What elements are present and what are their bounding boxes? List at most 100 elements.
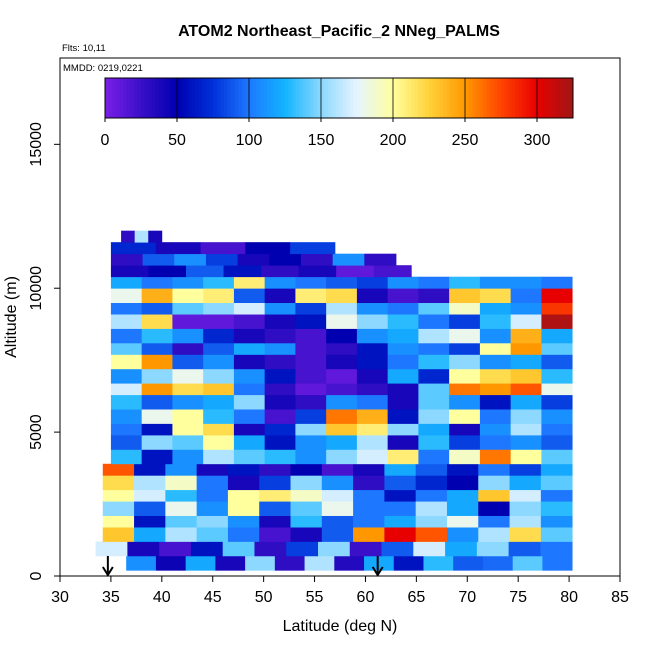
colorbar-swatch — [443, 78, 448, 118]
heatmap-cell — [373, 265, 412, 278]
colorbar-swatch — [213, 78, 217, 118]
heatmap-cell — [508, 541, 541, 557]
colorbar-swatch — [429, 78, 433, 118]
y-tick-label: 0 — [28, 571, 45, 580]
heatmap-cell — [141, 434, 173, 450]
colorbar-swatch — [324, 78, 329, 118]
heatmap-cell — [541, 288, 573, 304]
colorbar-swatch — [277, 78, 282, 118]
colorbar-swatch — [256, 78, 261, 118]
colorbar-swatch — [306, 78, 311, 118]
heatmap-cell — [510, 354, 542, 370]
heatmap-cell — [110, 394, 143, 410]
heatmap-cell — [509, 515, 542, 528]
heatmap-cell — [541, 449, 573, 465]
colorbar-swatch — [515, 78, 520, 118]
x-tick-label: 45 — [204, 589, 222, 606]
heatmap-cell — [141, 288, 173, 304]
heatmap-cell — [295, 276, 327, 289]
colorbar-swatch — [357, 78, 361, 118]
colorbar-swatch — [274, 78, 279, 118]
heatmap-cell — [203, 423, 235, 436]
colorbar-ticks: 0 50 100 150 200 250 300 — [101, 78, 550, 149]
chart-title: ATOM2 Northeast_Pacific_2 NNeg_PALMS — [178, 23, 500, 40]
colorbar-swatch — [130, 78, 135, 118]
colorbar-swatch — [508, 78, 513, 118]
heatmap-cell — [141, 368, 173, 384]
heatmap-cell — [540, 463, 573, 476]
heatmap-cell — [381, 541, 414, 557]
heatmap-cell — [141, 423, 173, 436]
heatmap-cell — [326, 394, 358, 410]
heatmap-cell — [203, 328, 235, 344]
heatmap-cell — [449, 434, 481, 450]
heatmap-cell — [509, 501, 542, 516]
x-axis: 30 35 40 45 50 55 60 65 70 75 80 85 — [51, 576, 629, 606]
heatmap-cell — [540, 527, 573, 542]
heatmap-cell — [290, 489, 323, 502]
heatmap-cell — [203, 368, 235, 384]
heatmap-cell — [134, 515, 166, 528]
heatmap-cell — [541, 302, 573, 315]
colorbar-swatch — [569, 78, 574, 118]
heatmap-cell — [196, 501, 229, 516]
heatmap-cell — [141, 409, 173, 424]
colorbar-swatch — [519, 78, 523, 118]
heatmap-cell — [264, 288, 296, 304]
heatmap-cell — [155, 555, 187, 571]
heatmap-cell — [540, 515, 573, 528]
heatmap-cell — [479, 288, 512, 304]
heatmap-cell — [159, 541, 192, 557]
heatmap-cell — [203, 276, 235, 289]
heatmap-cell — [353, 501, 385, 516]
heatmap-cell — [227, 527, 260, 542]
heatmap-cell — [264, 342, 296, 355]
heatmap-cell — [326, 449, 358, 465]
heatmap-cell — [479, 394, 512, 410]
heatmap-cell — [304, 555, 335, 571]
heatmap-cell — [141, 342, 173, 355]
heatmap-cell — [482, 555, 514, 571]
heatmap-cell — [264, 314, 296, 329]
colorbar-swatch — [259, 78, 264, 118]
colorbar-swatch — [551, 78, 556, 118]
heatmap-cell — [141, 449, 173, 465]
heatmap-cell — [134, 489, 166, 502]
flight-arrow — [102, 556, 114, 577]
colorbar-swatch — [400, 78, 405, 118]
colorbar-swatch — [439, 78, 444, 118]
colorbar-swatch — [540, 78, 545, 118]
heatmap-cell — [141, 314, 173, 329]
heatmap-cell — [326, 409, 358, 424]
heatmap-cell — [286, 541, 319, 557]
heatmap-cell — [356, 276, 389, 289]
heatmap-cell — [510, 276, 542, 289]
heatmap-cell — [387, 342, 419, 355]
heatmap-cell — [295, 394, 327, 410]
heatmap-cell — [172, 302, 204, 315]
heatmap-cell — [222, 541, 255, 557]
heatmap-cell — [542, 555, 573, 571]
colorbar-swatch — [565, 78, 570, 118]
colorbar-swatch — [526, 78, 531, 118]
x-tick-label: 55 — [306, 589, 324, 606]
heatmap-cell — [446, 489, 479, 502]
colorbar-swatch — [486, 78, 491, 118]
x-tick-label: 40 — [153, 589, 171, 606]
colorbar-swatch — [209, 78, 214, 118]
heatmap-cell — [233, 434, 266, 450]
colorbar-swatch — [418, 78, 423, 118]
heatmap-cell — [510, 302, 542, 315]
heatmap-cell — [290, 463, 323, 476]
colorbar-swatch — [339, 78, 343, 118]
heatmap-cell — [418, 342, 450, 355]
heatmap-cell — [172, 368, 204, 384]
heatmap-cell — [479, 383, 512, 396]
heatmap-cell — [353, 527, 385, 542]
heatmap-cell — [353, 475, 385, 491]
heatmap-cell — [510, 328, 542, 344]
colorbar-swatch — [234, 78, 239, 118]
heatmap-cell — [321, 515, 354, 528]
heatmap-cell — [165, 489, 198, 502]
heatmap-cell — [254, 541, 287, 557]
